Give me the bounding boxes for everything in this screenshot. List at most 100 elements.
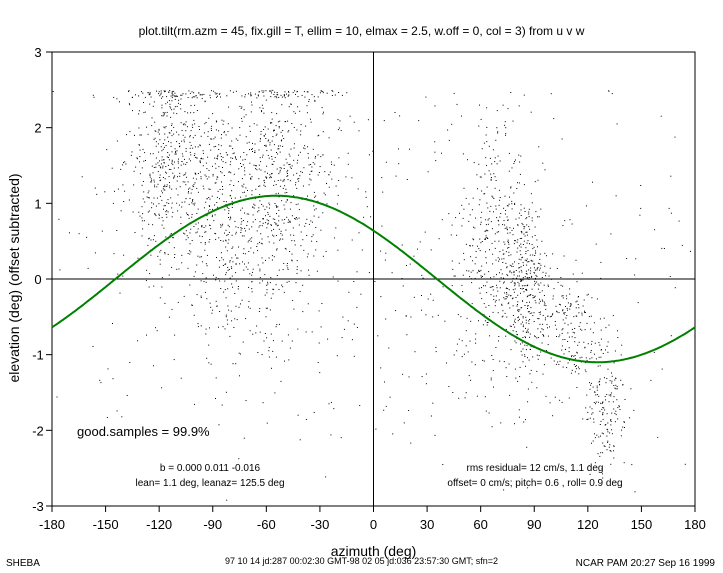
- data-point: [526, 273, 528, 275]
- data-point: [525, 231, 527, 233]
- data-point: [607, 429, 609, 431]
- data-point: [517, 239, 519, 241]
- data-point: [206, 254, 208, 256]
- data-point: [171, 100, 173, 102]
- data-point: [275, 184, 277, 186]
- data-point: [263, 112, 265, 114]
- data-point: [514, 261, 515, 263]
- data-point: [142, 181, 144, 182]
- data-point: [211, 90, 212, 92]
- data-point: [220, 145, 222, 147]
- data-point: [143, 112, 145, 114]
- data-point: [549, 316, 551, 318]
- data-point: [250, 111, 252, 113]
- data-point: [309, 173, 311, 175]
- data-point: [267, 128, 269, 130]
- data-point: [504, 195, 506, 197]
- data-point: [581, 314, 583, 316]
- data-point: [263, 184, 265, 186]
- data-point: [511, 265, 512, 267]
- data-point: [517, 304, 518, 305]
- y-axis-label: elevation (deg) (offset subtracted): [6, 173, 22, 383]
- data-point: [131, 151, 133, 153]
- data-point: [287, 95, 289, 97]
- data-point: [225, 239, 227, 241]
- data-point: [280, 230, 282, 232]
- data-point: [185, 184, 187, 186]
- data-point: [259, 241, 260, 243]
- data-point: [614, 412, 616, 414]
- data-point: [614, 387, 616, 389]
- data-point: [137, 158, 138, 160]
- data-point: [518, 275, 520, 277]
- data-point: [347, 320, 349, 322]
- data-point: [523, 226, 525, 228]
- data-point: [123, 201, 125, 202]
- data-point: [139, 161, 141, 163]
- data-point: [512, 330, 514, 332]
- data-point: [593, 421, 595, 423]
- data-point: [188, 188, 189, 190]
- data-point: [192, 177, 194, 179]
- data-point: [155, 166, 157, 168]
- data-point: [161, 190, 163, 192]
- data-point: [592, 332, 594, 334]
- data-point: [173, 247, 175, 249]
- data-point: [517, 309, 519, 311]
- data-point: [530, 111, 532, 113]
- data-point: [457, 314, 459, 316]
- data-point: [211, 138, 213, 140]
- data-point: [498, 240, 500, 242]
- data-point: [147, 197, 149, 199]
- data-point: [164, 112, 166, 114]
- data-point: [291, 215, 293, 217]
- data-point: [406, 334, 408, 336]
- data-point: [259, 331, 261, 333]
- data-point: [183, 163, 185, 165]
- data-point: [185, 230, 187, 232]
- data-point: [547, 335, 549, 337]
- data-point: [499, 251, 501, 253]
- data-point: [230, 310, 232, 312]
- data-point: [151, 207, 153, 209]
- data-point: [257, 211, 259, 213]
- data-point: [160, 179, 162, 181]
- data-point: [303, 185, 304, 187]
- data-point: [206, 215, 208, 217]
- data-point: [603, 317, 605, 319]
- data-point: [255, 165, 257, 167]
- data-point: [276, 93, 278, 95]
- data-point: [503, 220, 505, 221]
- data-point: [331, 90, 333, 91]
- data-point: [208, 197, 210, 198]
- data-point: [405, 315, 407, 317]
- data-point: [542, 300, 544, 302]
- fit-curve: [51, 194, 696, 364]
- data-point: [427, 298, 429, 300]
- data-point: [408, 376, 410, 378]
- data-point: [154, 214, 156, 215]
- data-point: [238, 246, 239, 248]
- data-point: [231, 200, 233, 202]
- data-point: [356, 327, 358, 328]
- data-point: [480, 176, 482, 178]
- data-point: [183, 232, 185, 234]
- data-point: [579, 357, 581, 359]
- data-point: [232, 286, 233, 288]
- data-point: [220, 226, 222, 228]
- data-point: [229, 277, 231, 279]
- data-point: [606, 345, 608, 347]
- data-point: [260, 242, 262, 244]
- data-point: [503, 253, 505, 255]
- data-point: [241, 207, 243, 209]
- data-point: [531, 381, 533, 383]
- data-point: [289, 180, 291, 182]
- data-point: [293, 234, 295, 236]
- data-point: [288, 91, 290, 93]
- data-point: [156, 90, 157, 92]
- data-point: [261, 257, 263, 259]
- data-point: [476, 174, 478, 176]
- data-point: [299, 291, 301, 292]
- data-point: [589, 388, 591, 390]
- data-point: [273, 94, 275, 95]
